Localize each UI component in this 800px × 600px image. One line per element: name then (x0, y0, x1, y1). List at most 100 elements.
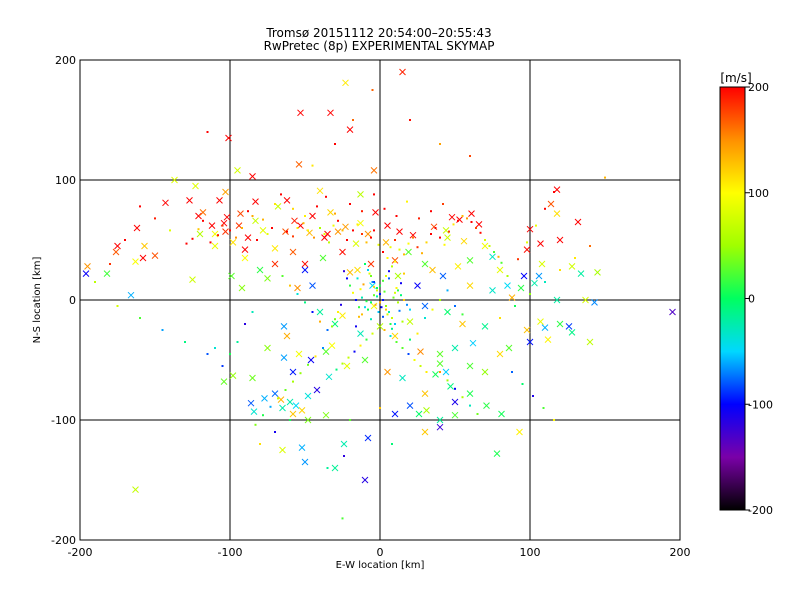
data-point-cross (322, 348, 330, 355)
data-point-cross (112, 248, 120, 256)
data-point-cross (357, 330, 364, 337)
cross-stroke (316, 308, 324, 316)
data-point-cross (421, 428, 429, 436)
data-points (82, 68, 676, 520)
data-point-cross (421, 390, 429, 397)
data-point-cross (384, 368, 391, 376)
data-point-dot (355, 299, 357, 301)
data-point-dot (341, 229, 344, 232)
cross-stroke (489, 253, 496, 261)
cross-stroke (237, 210, 244, 217)
cross-stroke (553, 296, 561, 304)
cross-stroke (327, 209, 334, 216)
cross-stroke (328, 342, 336, 349)
y-tick-label: -200 (51, 534, 76, 547)
data-point-dot (184, 341, 186, 343)
data-point-dot (355, 325, 357, 328)
data-point-cross (286, 398, 294, 406)
data-point-dot (383, 290, 386, 293)
cross-stroke (301, 458, 309, 466)
data-point-dot (394, 291, 396, 294)
cross-stroke (421, 428, 429, 436)
data-point-cross (298, 407, 306, 414)
data-point-cross (289, 410, 297, 418)
data-point-cross (414, 282, 421, 289)
data-point-cross (199, 209, 207, 216)
cross-stroke (384, 368, 391, 376)
data-point-dot (365, 338, 368, 341)
cross-stroke (322, 348, 330, 355)
colorbar-tick-label: -200 (748, 504, 773, 517)
x-axis-label: E-W location [km] (336, 560, 425, 571)
data-point-dot (370, 275, 372, 277)
cross-stroke (271, 245, 279, 252)
data-point-cross (594, 269, 601, 276)
cross-stroke (331, 464, 339, 472)
data-point-dot (469, 404, 471, 407)
data-point-dot (304, 301, 306, 304)
data-point-dot (553, 419, 555, 421)
cross-stroke (346, 269, 354, 276)
data-point-cross (547, 200, 555, 208)
data-point-dot (244, 323, 246, 325)
data-point-cross (195, 212, 202, 220)
cross-stroke (436, 416, 444, 424)
data-point-dot (340, 303, 342, 306)
data-point-dot (352, 291, 354, 294)
cross-stroke (568, 263, 576, 270)
data-point-dot (235, 236, 237, 239)
data-point-cross (301, 458, 309, 466)
data-point-dot (262, 414, 264, 417)
data-point-dot (461, 396, 464, 399)
data-point-dot (362, 283, 365, 286)
data-point-cross (481, 368, 489, 376)
data-point-cross (304, 416, 312, 424)
data-point-cross (451, 398, 459, 406)
cross-stroke (222, 188, 229, 196)
cross-stroke (298, 407, 306, 414)
data-point-dot (124, 239, 126, 241)
data-point-dot (319, 227, 321, 229)
data-point-dot (314, 355, 317, 358)
cross-stroke (211, 242, 219, 250)
cross-stroke (372, 209, 379, 216)
cross-stroke (339, 248, 346, 256)
data-point-cross (568, 263, 576, 270)
data-point-cross (354, 266, 361, 274)
data-point-dot (391, 327, 393, 330)
data-point-cross (316, 308, 324, 316)
cross-stroke (238, 284, 246, 292)
data-point-cross (517, 284, 525, 292)
data-point-cross (244, 234, 252, 241)
data-point-cross (327, 209, 334, 216)
data-point-dot (359, 344, 362, 347)
data-point-dot (343, 455, 345, 457)
data-point-cross (352, 240, 360, 247)
data-point-dot (532, 395, 534, 397)
x-tick-label: -100 (218, 546, 243, 559)
cross-stroke (244, 234, 252, 241)
data-point-dot (376, 289, 378, 292)
data-point-cross (271, 390, 279, 397)
cross-stroke (289, 248, 297, 256)
data-point-dot (292, 207, 294, 210)
cross-stroke (442, 227, 450, 234)
data-point-dot (499, 317, 501, 319)
data-point-dot (398, 248, 401, 251)
cross-stroke (357, 330, 364, 337)
data-point-dot (395, 341, 398, 343)
data-point-dot (397, 289, 399, 292)
data-point-cross (436, 416, 444, 424)
data-point-dot (553, 191, 555, 193)
data-point-dot (356, 223, 359, 226)
data-point-cross (565, 323, 573, 330)
cross-stroke (429, 266, 436, 274)
cross-stroke (84, 263, 91, 270)
cross-stroke (249, 173, 256, 180)
data-point-cross (460, 237, 468, 245)
data-point-cross (364, 230, 372, 238)
data-point-dot (337, 219, 339, 222)
cross-stroke (277, 396, 285, 403)
data-point-dot (394, 239, 396, 241)
